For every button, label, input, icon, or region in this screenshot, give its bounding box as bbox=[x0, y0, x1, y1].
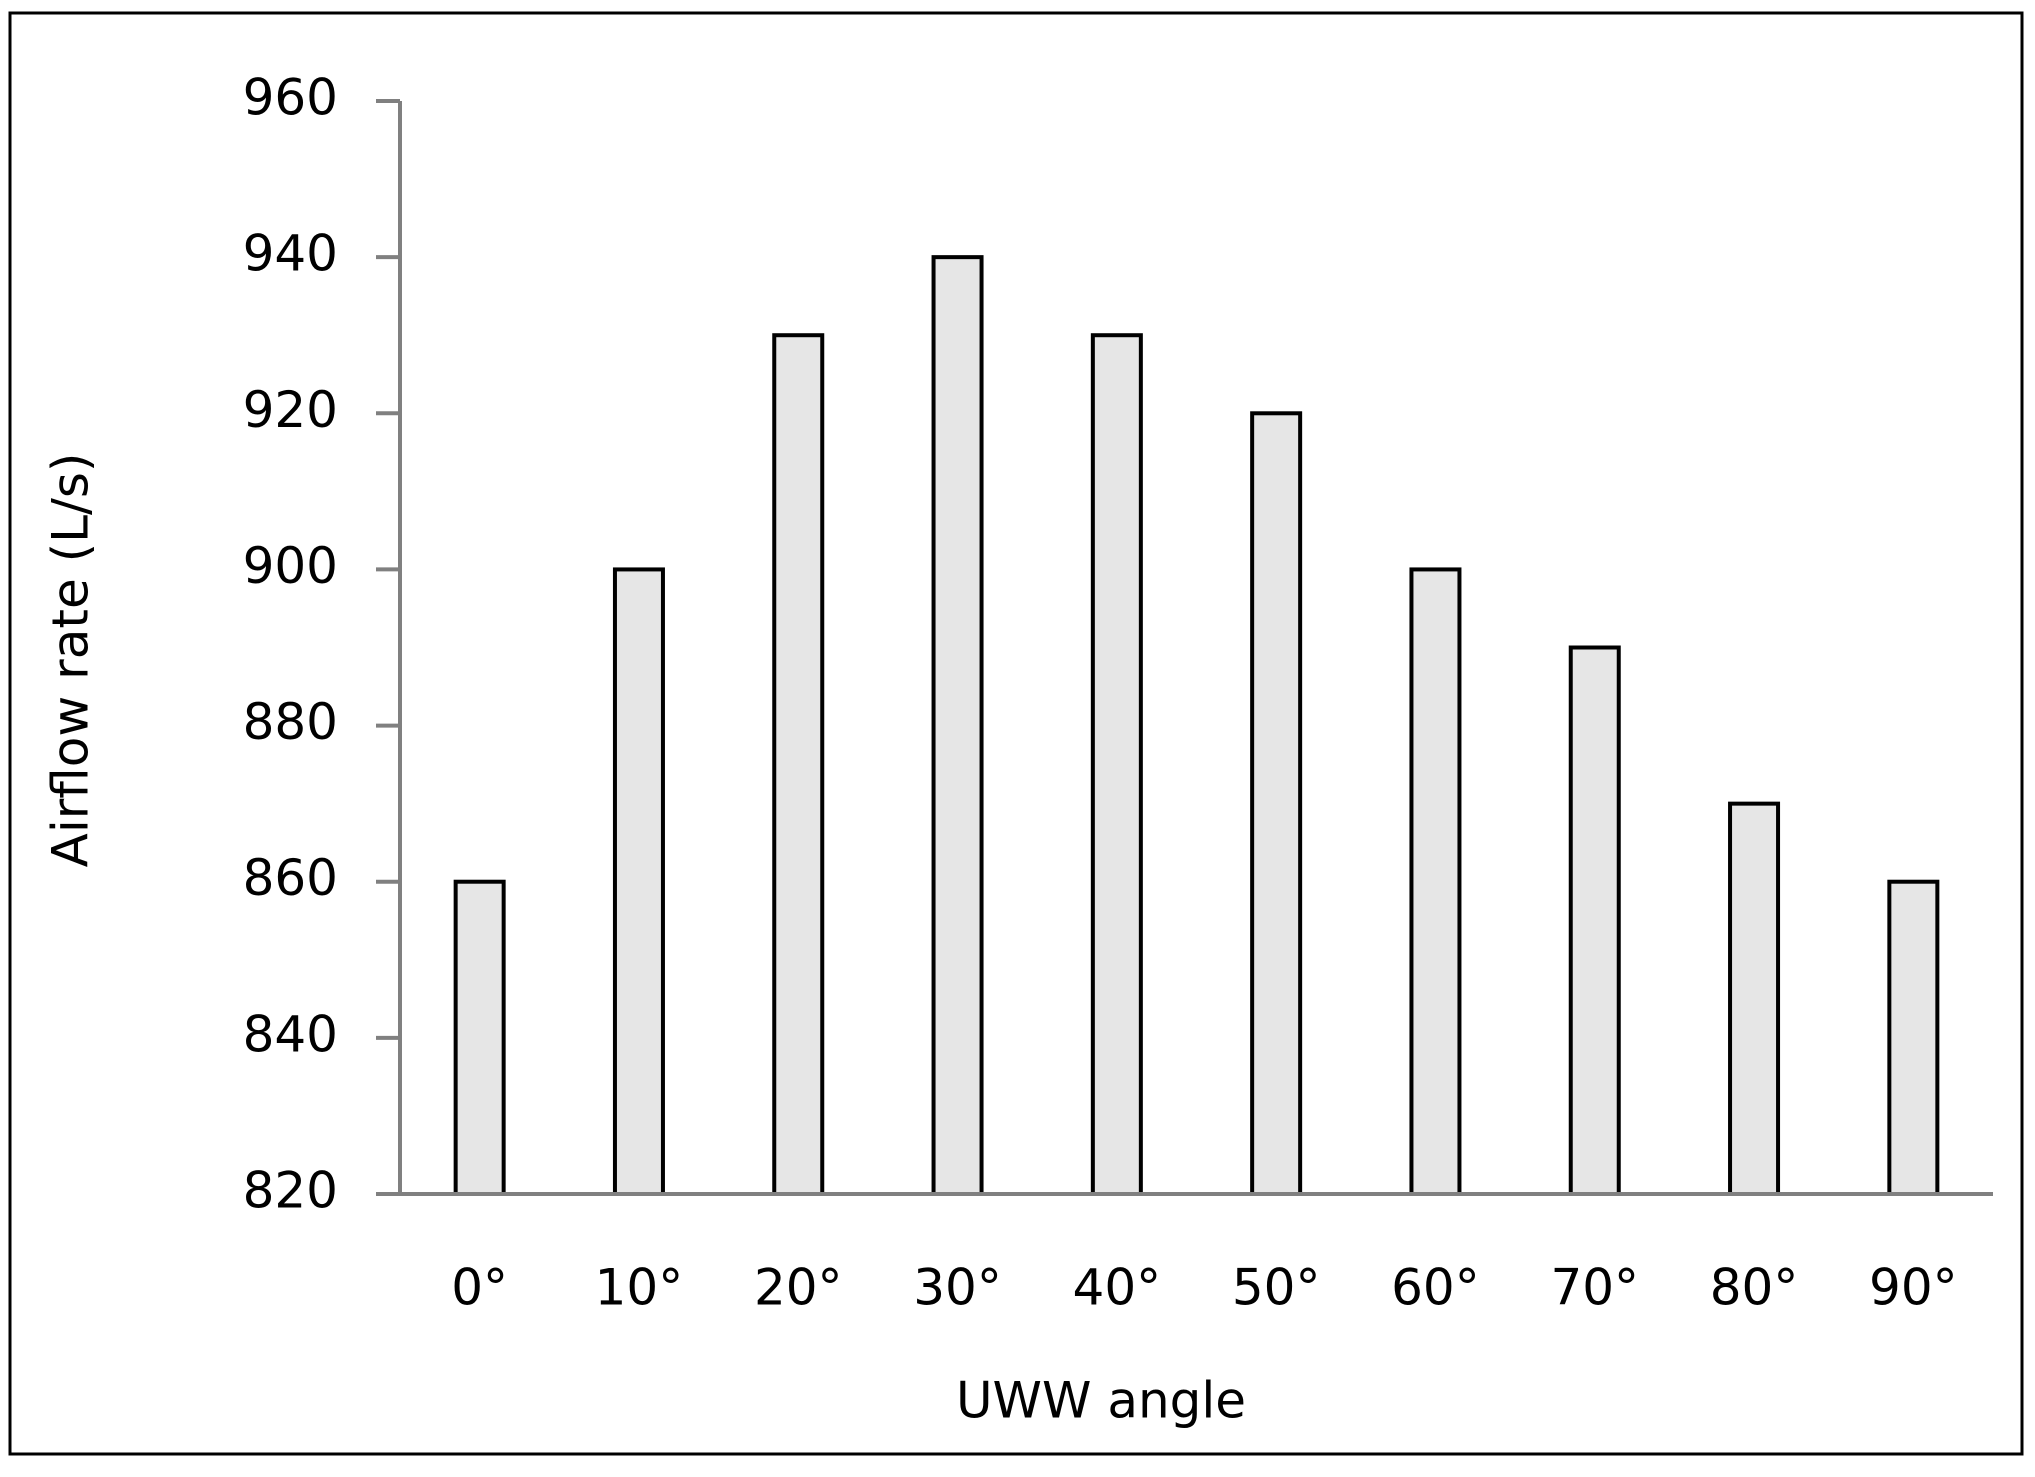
y-axis-title: Airflow rate (L/s) bbox=[42, 453, 100, 868]
bar bbox=[931, 255, 984, 1196]
y-tick-label: 900 bbox=[243, 537, 338, 595]
x-tick-label: 60° bbox=[1391, 1259, 1480, 1317]
bar bbox=[612, 567, 665, 1196]
bar bbox=[453, 879, 506, 1196]
bar bbox=[1090, 333, 1143, 1196]
bar bbox=[1728, 801, 1781, 1197]
y-tick-label: 880 bbox=[243, 693, 338, 751]
chart-frame bbox=[8, 11, 2024, 1456]
bar bbox=[772, 333, 825, 1196]
x-tick-label: 20° bbox=[754, 1259, 843, 1317]
x-tick-label: 90° bbox=[1869, 1259, 1958, 1317]
x-tick-label: 0° bbox=[451, 1259, 508, 1317]
x-tick-label: 40° bbox=[1073, 1259, 1162, 1317]
bar bbox=[1250, 411, 1303, 1196]
bar bbox=[1887, 879, 1940, 1196]
x-tick-label: 70° bbox=[1550, 1259, 1639, 1317]
bar bbox=[1568, 645, 1621, 1196]
x-tick-label: 50° bbox=[1232, 1259, 1321, 1317]
y-tick-label: 820 bbox=[243, 1162, 338, 1220]
y-tick-label: 860 bbox=[243, 849, 338, 907]
y-tick-label: 960 bbox=[243, 69, 338, 127]
bar bbox=[1409, 567, 1462, 1196]
y-tick-label: 840 bbox=[243, 1005, 338, 1063]
y-tick-label: 940 bbox=[243, 225, 338, 283]
x-tick-label: 10° bbox=[595, 1259, 684, 1317]
x-axis-title: UWW angle bbox=[956, 1372, 1246, 1430]
y-tick-label: 920 bbox=[243, 381, 338, 439]
x-tick-label: 80° bbox=[1710, 1259, 1799, 1317]
x-tick-label: 30° bbox=[913, 1259, 1002, 1317]
